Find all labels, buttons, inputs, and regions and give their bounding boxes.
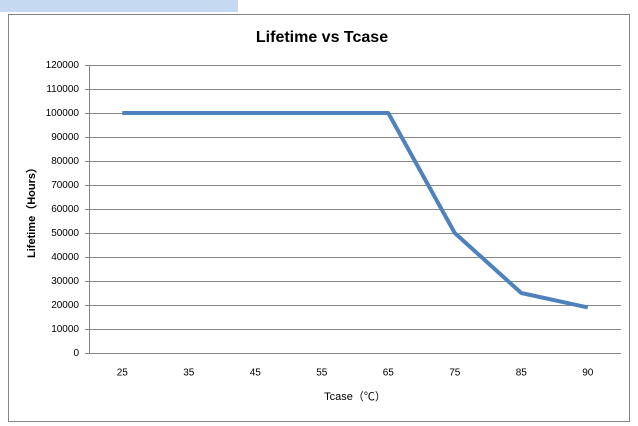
y-tick-label: 100000 [46,108,80,119]
x-tick-label: 75 [449,368,461,379]
y-tick-label: 90000 [51,132,79,143]
x-tick-label: 90 [582,368,594,379]
x-tick-label: 85 [516,368,528,379]
y-tick-label: 20000 [51,300,79,311]
y-tick-label: 50000 [51,228,79,239]
header-bar [0,0,238,12]
x-tick-label: 35 [183,368,195,379]
line-series [122,111,589,310]
y-tick-label: 120000 [46,60,80,71]
y-tick-label: 10000 [51,324,79,335]
chart-title: Lifetime vs Tcase [256,29,388,46]
y-tick-label: 80000 [51,156,79,167]
y-tick-label: 110000 [46,84,79,95]
y-axis-label: Lifetime（Hours） [25,162,38,258]
y-tick-label: 70000 [51,180,79,191]
x-tick-label: 45 [250,368,262,379]
y-tick-label: 60000 [51,204,79,215]
x-tick-label: 55 [316,368,328,379]
chart-frame [8,14,630,422]
x-tick-label: 65 [383,368,395,379]
y-tick-label: 40000 [51,252,79,263]
x-tick-label: 25 [117,368,129,379]
y-tick-label: 30000 [51,276,79,287]
y-tick-label: 0 [73,348,79,359]
x-axis-label: Tcase（℃） [324,390,386,403]
